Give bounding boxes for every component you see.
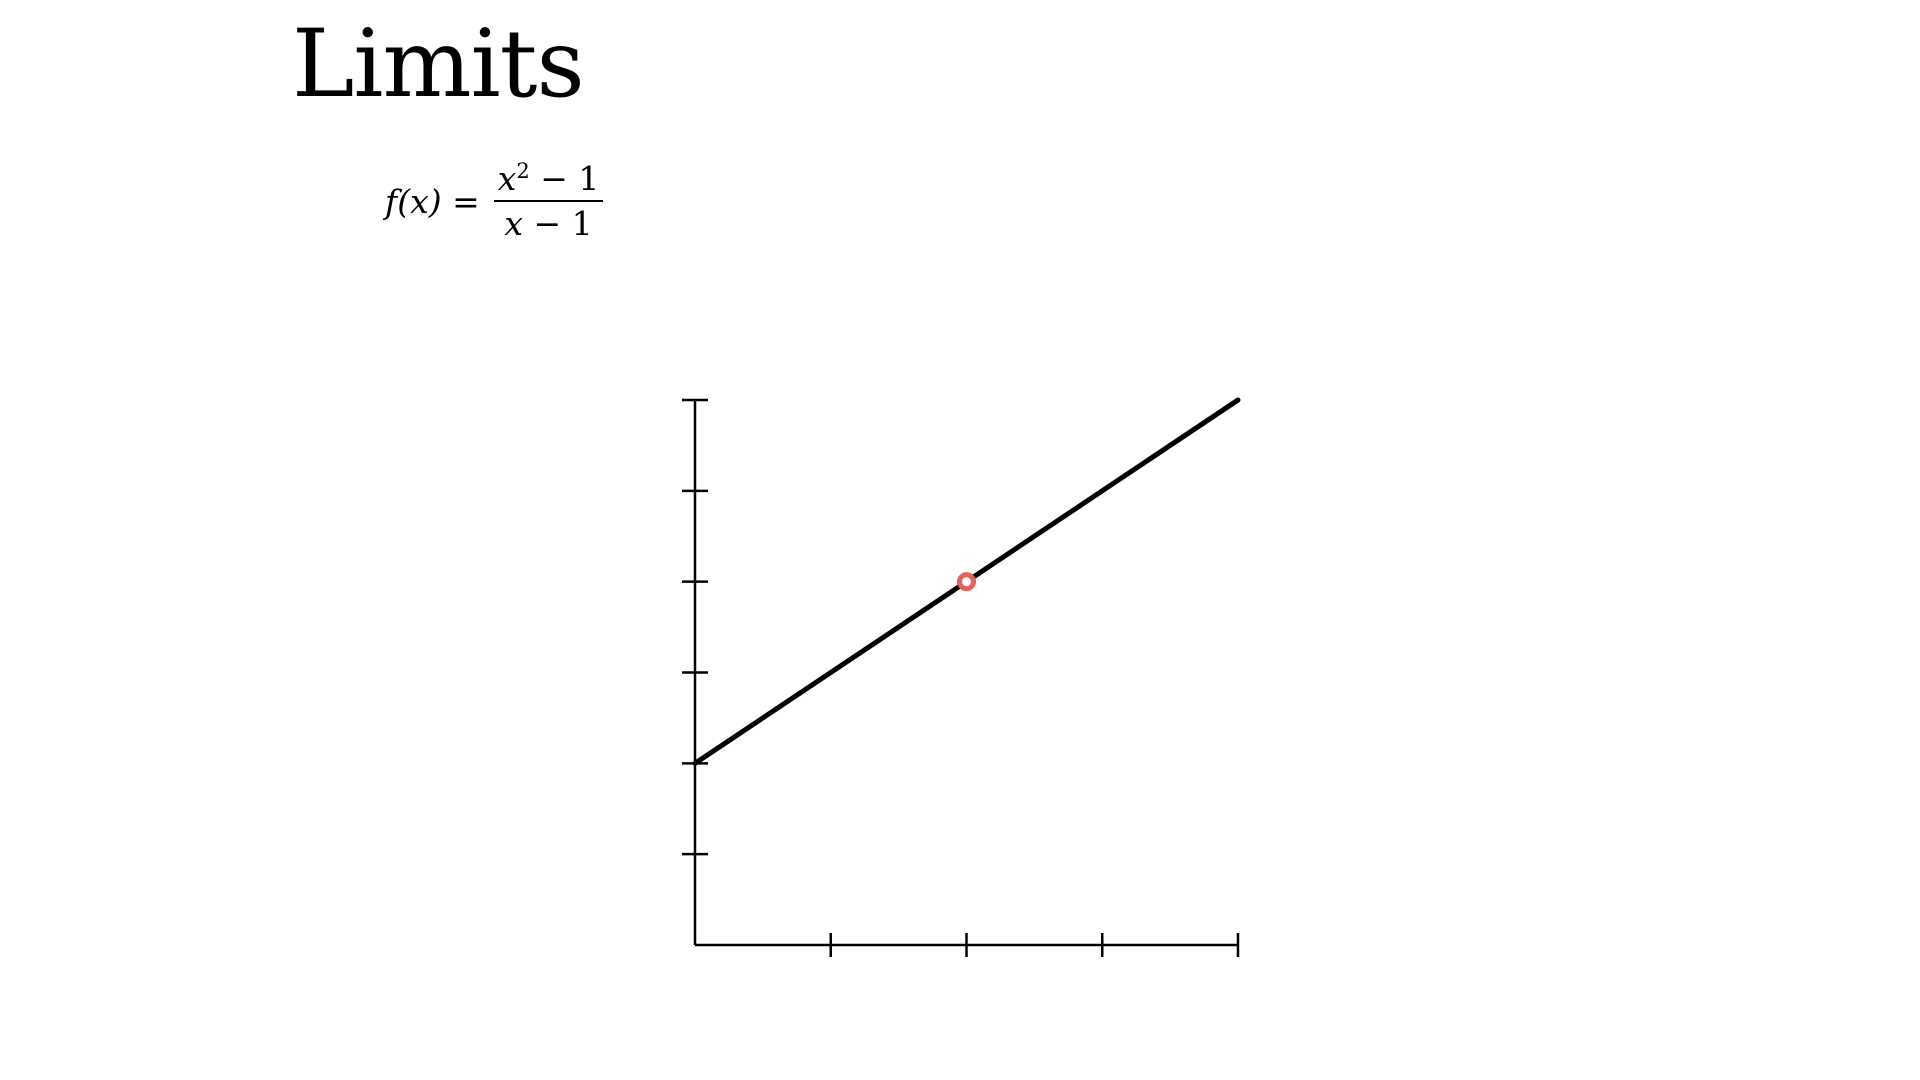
hole-point xyxy=(957,572,976,592)
numerator-exponent: 2 xyxy=(516,159,530,183)
denominator-rest: − 1 xyxy=(523,204,593,244)
function-formula: f(x) = x2 − 1 x − 1 xyxy=(385,159,604,243)
page-title: Limits xyxy=(292,10,585,119)
denominator-var: x xyxy=(504,204,524,244)
formula-numerator: x2 − 1 xyxy=(493,159,604,203)
formula-lhs: f(x) = xyxy=(385,181,480,221)
numerator-base: x xyxy=(497,159,517,198)
numerator-rest: − 1 xyxy=(529,159,600,198)
formula-fraction: x2 − 1 x − 1 xyxy=(493,159,604,243)
formula-denominator: x − 1 xyxy=(504,202,592,242)
